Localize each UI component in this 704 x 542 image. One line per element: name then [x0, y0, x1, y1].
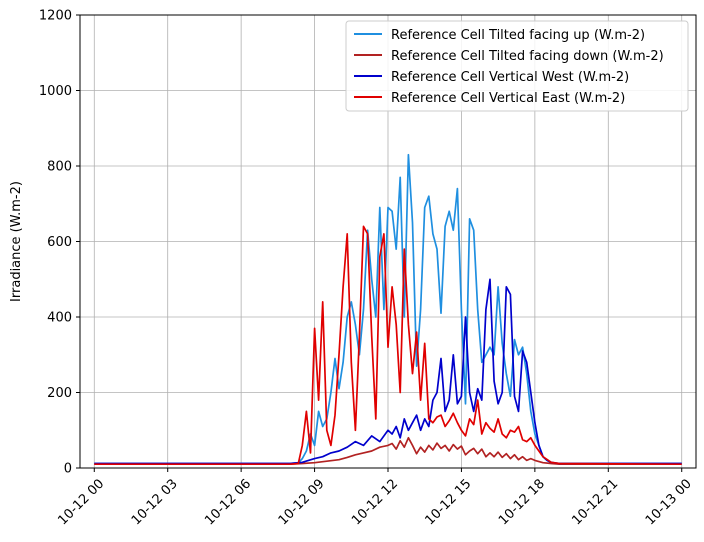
legend-label: Reference Cell Tilted facing down (W.m-2… [391, 49, 664, 64]
series-line-1 [94, 436, 682, 466]
legend-label: Reference Cell Tilted facing up (W.m-2) [391, 28, 645, 43]
y-tick-label: 0 [64, 462, 72, 477]
series-line-2 [94, 278, 682, 465]
legend-label: Reference Cell Vertical West (W.m-2) [391, 70, 629, 85]
y-tick-label: 1200 [39, 9, 72, 24]
y-tick-label: 400 [47, 311, 72, 326]
y-axis-label: Irradiance (W.m-2) [9, 181, 24, 302]
y-tick-label: 600 [47, 235, 72, 250]
series-line-0 [94, 153, 682, 465]
series-lines [94, 153, 682, 466]
y-tick-label: 800 [47, 160, 72, 175]
grid-lines [80, 14, 696, 469]
legend: Reference Cell Tilted facing up (W.m-2) R… [345, 20, 689, 112]
y-tick-label: 200 [47, 386, 72, 401]
series-line-3 [94, 225, 682, 466]
legend-box [345, 20, 689, 112]
y-tick-label: 1000 [39, 84, 72, 99]
legend-label: Reference Cell Vertical East (W.m-2) [391, 91, 625, 106]
